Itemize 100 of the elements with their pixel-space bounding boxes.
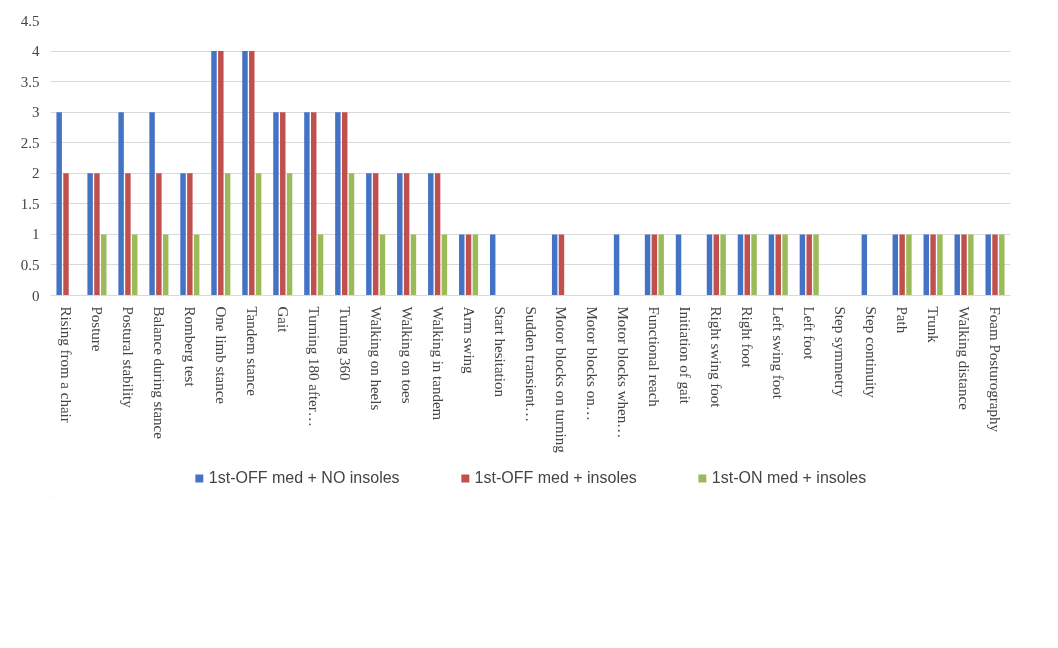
x-tick-label: Tandem stance [243, 306, 260, 397]
x-tick-label: Arm swing [460, 306, 477, 375]
legend-label: 1st-OFF med + insoles [474, 469, 637, 487]
bar [162, 234, 169, 296]
x-tick-label: Walking distance [956, 306, 973, 411]
bar [317, 234, 324, 296]
bar [706, 234, 713, 296]
bar [428, 173, 434, 296]
x-tick-label: Left foot [801, 306, 818, 361]
bar [644, 234, 651, 296]
x-tick-label: Postural stability [119, 306, 136, 409]
bar [249, 51, 255, 296]
x-tick-label: Romberg test [181, 306, 198, 388]
bar [799, 234, 806, 296]
x-tick-label: Start hesitation [491, 306, 508, 398]
x-tick-label: Turning 180 after… [305, 306, 322, 427]
x-tick-label: Balance during stance [150, 306, 167, 440]
bar [304, 112, 310, 296]
bar [744, 234, 750, 296]
bar [341, 112, 348, 296]
bar [125, 173, 131, 296]
bar [472, 234, 479, 296]
bar [782, 234, 788, 296]
bar [465, 234, 472, 296]
bar [675, 234, 682, 296]
bar [397, 173, 403, 296]
y-tick-label: 4 [32, 43, 40, 60]
bar [149, 112, 155, 296]
bar [751, 234, 757, 296]
bar [87, 173, 93, 296]
bar [372, 173, 379, 296]
bar [768, 234, 775, 296]
bar [937, 234, 943, 296]
bar [775, 234, 781, 296]
bar [658, 234, 664, 296]
bar [156, 173, 162, 296]
x-tick-label: Walking on heels [367, 306, 384, 411]
bar [906, 234, 912, 296]
bar [892, 234, 899, 296]
bar [218, 51, 224, 296]
bar [930, 234, 936, 296]
bar [968, 234, 974, 296]
bar [63, 173, 69, 296]
bar [193, 234, 200, 296]
y-tick-label: 2 [32, 165, 40, 182]
bar [255, 173, 262, 296]
x-tick-label: Right foot [739, 306, 756, 369]
bar [101, 234, 107, 296]
x-tick-label: Trunk [925, 306, 942, 344]
x-tick-label: Walking on toes [398, 306, 415, 404]
y-tick-label: 3.5 [20, 73, 40, 90]
bar [441, 234, 448, 296]
bar [558, 234, 565, 296]
y-tick-label: 1.5 [20, 195, 40, 212]
bar [118, 112, 124, 296]
x-tick-label: Gait [274, 306, 291, 334]
x-tick-label: Rising from a chair [57, 306, 74, 423]
y-tick-label: 4.5 [20, 12, 40, 29]
bar [954, 234, 960, 296]
bar [806, 234, 812, 296]
bar [132, 234, 138, 296]
bar [280, 112, 286, 296]
bar [489, 234, 496, 296]
bar [651, 234, 658, 296]
bar [211, 51, 217, 296]
bar [899, 234, 905, 296]
bar [813, 234, 819, 296]
x-tick-label: Motor blocks when… [615, 306, 632, 439]
x-tick-label: Functional reach [646, 306, 663, 408]
x-tick-label: Left swing foot [770, 306, 787, 400]
y-tick-label: 0.5 [20, 256, 40, 273]
bar [366, 173, 372, 296]
bar [992, 234, 998, 296]
x-tick-label: Motor blocks on turning [553, 306, 570, 454]
bar [273, 112, 279, 296]
bar [923, 234, 929, 296]
bar [379, 234, 386, 296]
legend-label: 1st-ON med + insoles [711, 469, 867, 487]
bar [286, 173, 293, 296]
bar [335, 112, 341, 296]
bar [187, 173, 193, 296]
bar [459, 234, 465, 296]
bar [410, 234, 417, 296]
bar [56, 112, 62, 296]
bar [94, 173, 100, 296]
bar [613, 234, 620, 296]
bar [224, 173, 231, 296]
bar [713, 234, 720, 296]
x-tick-label: Initiation of gait [677, 306, 694, 405]
x-tick-label: Right swing foot [708, 306, 725, 409]
bar [434, 173, 441, 296]
y-tick-label: 0 [32, 287, 40, 304]
x-tick-label: Posture [88, 306, 105, 352]
bar [720, 234, 726, 296]
bar [861, 234, 868, 296]
bar [985, 234, 991, 296]
x-tick-label: Turning 360 [336, 306, 353, 381]
x-tick-label: Path [894, 306, 911, 334]
x-tick-label: Motor blocks on… [584, 306, 601, 421]
bar [242, 51, 248, 296]
